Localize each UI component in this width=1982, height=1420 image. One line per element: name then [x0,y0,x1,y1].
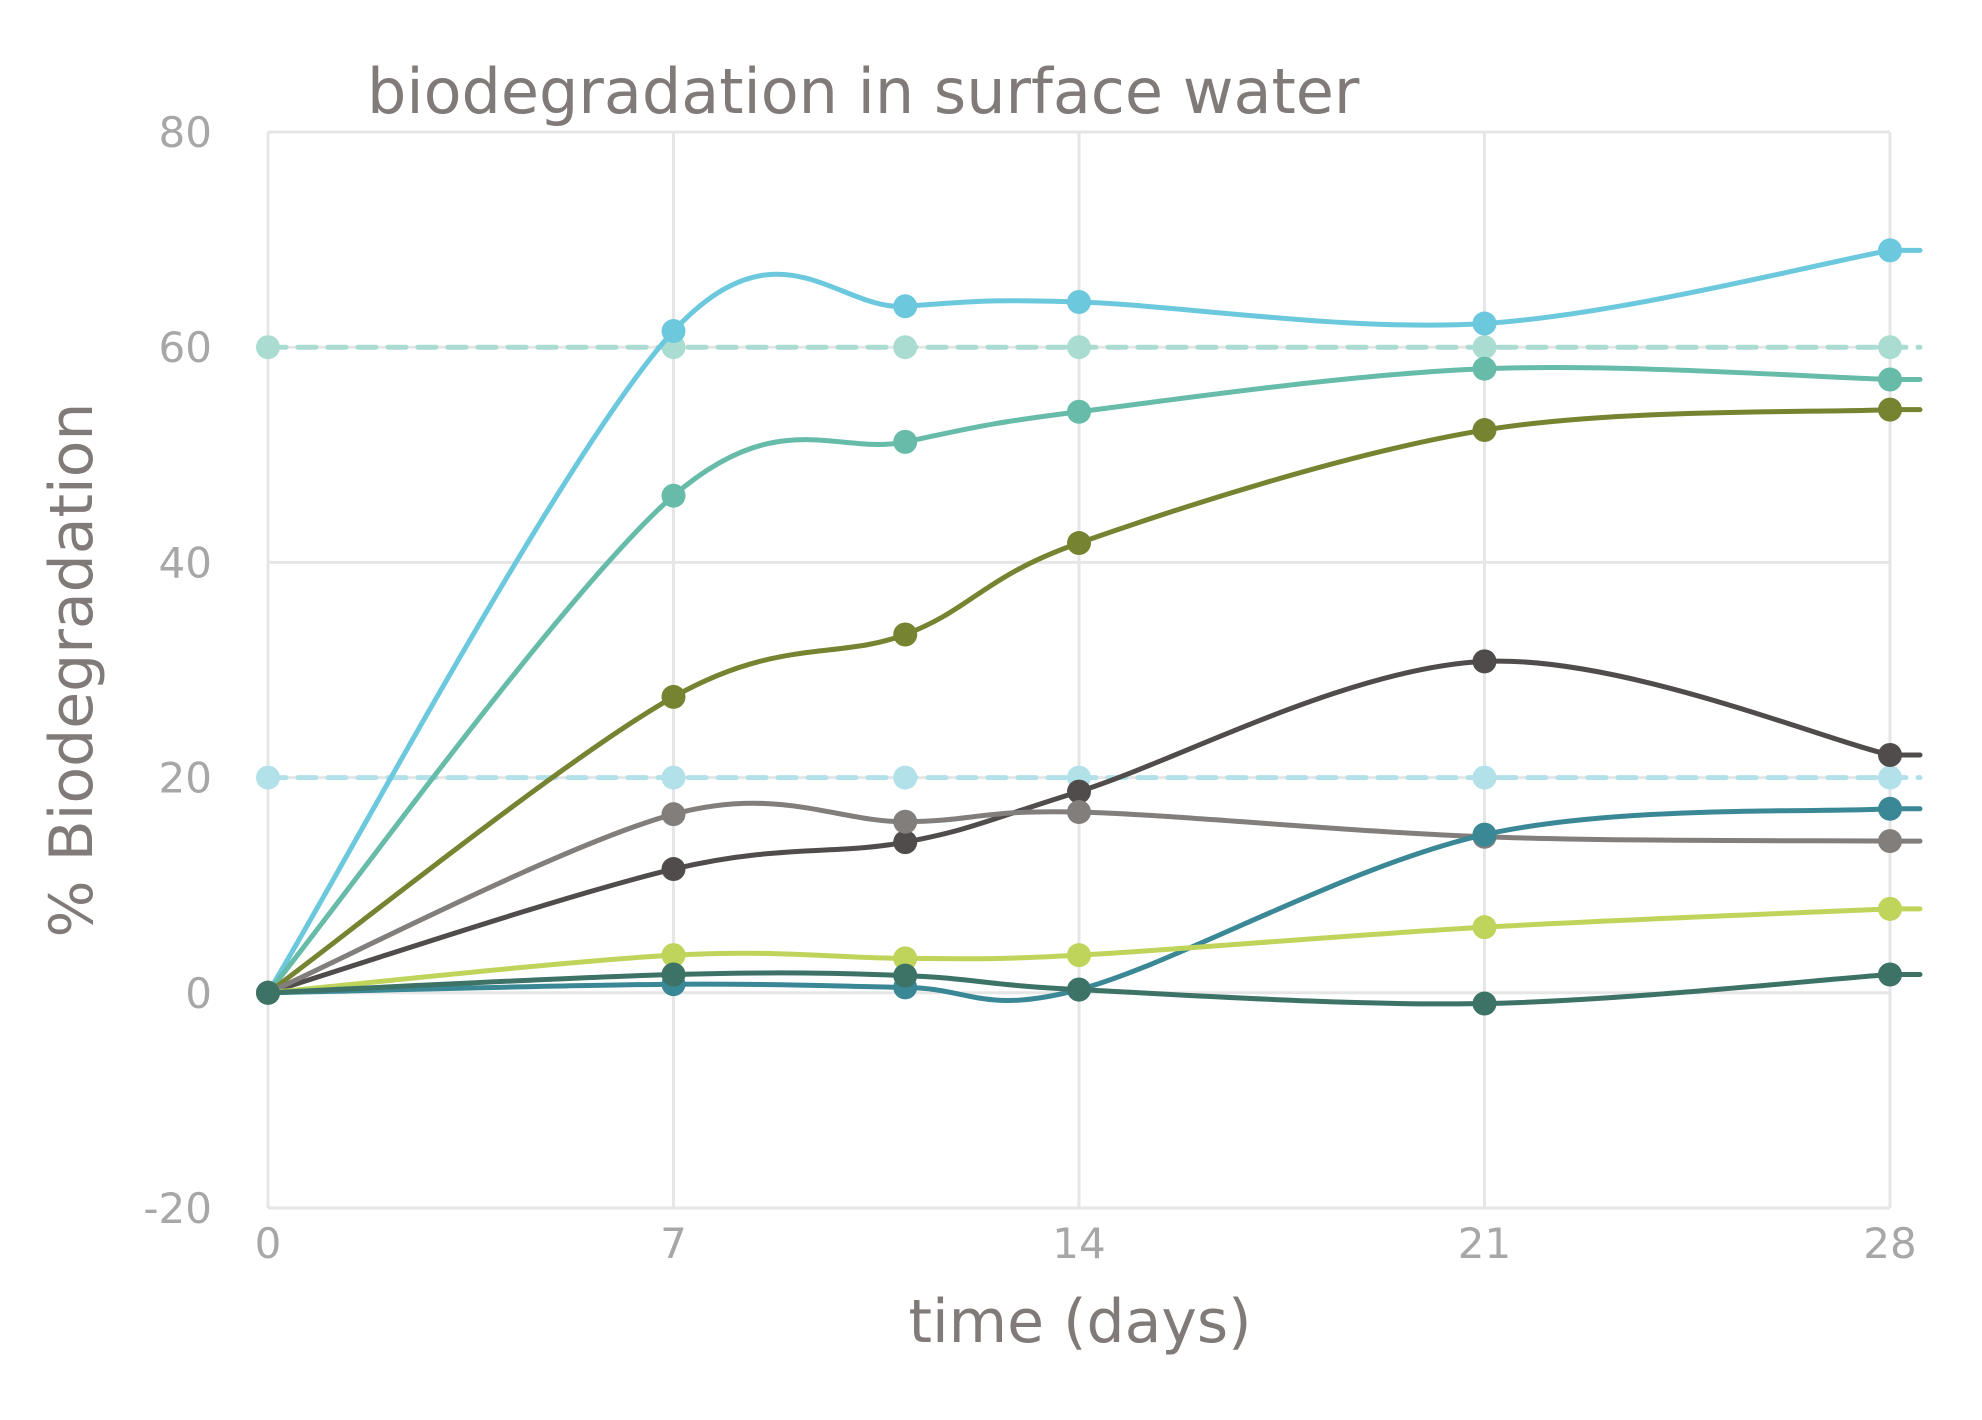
data-point [1878,335,1902,360]
data-point [1472,991,1497,1016]
data-point [1067,943,1091,968]
x-axis-ticks: 0 7 14 21 28 [255,1219,1917,1268]
y-tick-label: 40 [159,538,212,587]
x-tick-label: 21 [1458,1219,1511,1268]
data-point [1878,896,1902,921]
data-point [1067,977,1091,1002]
series-line [265,800,1923,996]
data-point [1472,356,1497,381]
series-line [265,970,1923,1007]
data-point [1067,290,1091,315]
data-point [893,429,918,454]
series-line [265,906,1923,996]
data-point [1472,311,1497,336]
data-point [661,483,686,508]
data-point [1878,796,1902,821]
y-tick-label: 60 [159,323,212,372]
data-point [1472,418,1497,443]
data-series [256,796,1923,1005]
data-point [1472,649,1497,674]
data-point [1878,743,1902,768]
y-axis-ticks: 80 60 40 20 0 -20 [143,108,212,1233]
data-point [1067,779,1091,804]
data-point [661,765,686,790]
data-point [661,802,686,827]
data-point [1878,238,1902,263]
data-point [1472,765,1497,790]
x-tick-label: 14 [1052,1219,1105,1268]
data-series [256,356,1923,1005]
y-tick-label: -20 [143,1184,212,1233]
data-point [256,335,280,360]
data-point [1472,915,1497,940]
x-tick-label: 28 [1863,1219,1916,1268]
data-point [1067,531,1091,556]
data-point [1067,800,1091,825]
series-line [265,365,1923,996]
data-point [893,765,918,790]
data-point [256,980,280,1005]
y-tick-label: 80 [159,108,212,157]
x-tick-label: 0 [255,1219,282,1268]
data-point [1472,335,1497,360]
data-point [1067,399,1091,424]
data-point [1472,822,1497,847]
data-point [893,809,918,834]
series-line [265,806,1923,1003]
data-point [893,946,918,971]
series-line [265,247,1923,996]
data-point [661,857,686,882]
data-point [661,319,686,344]
x-axis-title: time (days) [908,1287,1251,1357]
series-line [265,407,1923,996]
data-point [1878,367,1902,392]
data-point [661,943,686,968]
data-point [256,765,280,790]
data-point [1878,397,1902,422]
series-line [265,658,1923,996]
data-point [661,684,686,709]
x-tick-label: 7 [660,1219,687,1268]
data-point [1067,335,1091,360]
data-series [256,397,1923,1005]
series-layer [256,238,1923,1016]
data-series [256,800,1923,1005]
y-axis-title: % Biodegradation [37,403,107,938]
data-point [893,830,918,855]
data-point [893,294,918,319]
chart-title: biodegradation in surface water [367,55,1360,128]
data-point [893,963,918,988]
data-point [893,335,918,360]
data-series [256,962,1923,1016]
data-point [1878,829,1902,854]
y-tick-label: 20 [159,754,212,803]
data-point [1878,765,1902,790]
data-point [1878,962,1902,987]
data-point [661,962,686,987]
y-tick-label: 0 [185,969,212,1018]
data-point [893,622,918,647]
